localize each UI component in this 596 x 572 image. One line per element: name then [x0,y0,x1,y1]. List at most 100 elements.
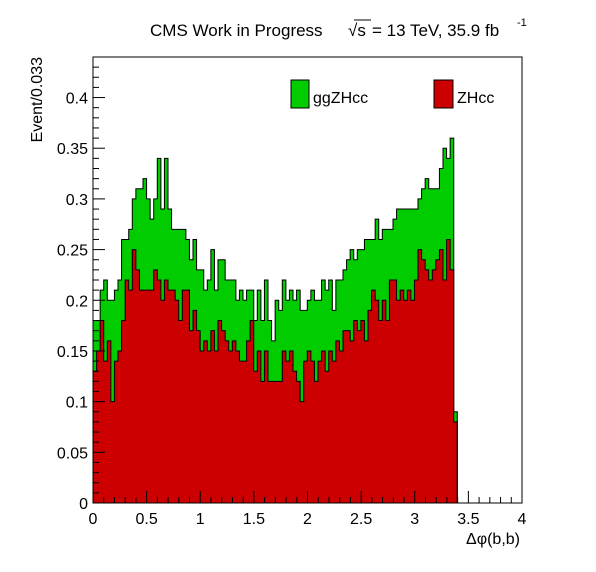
bar-ggzhcc [192,239,197,311]
bar-zhcc [278,381,283,503]
bar-zhcc [378,320,383,503]
bar-ggzhcc [403,209,408,301]
bar-ggzhcc [214,290,219,351]
bar-ggzhcc [346,259,351,331]
x-tick-label: 1 [196,511,205,528]
x-tick-label: 0 [89,511,98,528]
bar-zhcc [128,290,133,503]
bar-ggzhcc [150,219,155,291]
y-tick-label: 0.05 [57,445,88,462]
y-tick-label: 0.1 [66,395,88,412]
bar-ggzhcc [353,259,358,321]
bar-zhcc [435,259,440,503]
energy-lumi-label: = 13 TeV, 35.9 fb [372,21,499,40]
bar-zhcc [267,381,272,503]
bar-zhcc [342,330,347,503]
bar-zhcc [142,290,147,503]
bar-zhcc [250,320,255,503]
bar-zhcc [214,350,219,503]
bar-ggzhcc [410,209,415,301]
bar-zhcc [400,290,405,503]
bar-zhcc [289,350,294,503]
bar-zhcc [203,340,208,503]
bar-ggzhcc [389,229,394,280]
bar-zhcc [292,371,297,503]
bar-ggzhcc [135,188,140,270]
bar-zhcc [153,269,158,503]
bar-zhcc [325,371,330,503]
bar-zhcc [360,320,365,503]
bar-zhcc [392,280,397,503]
bar-ggzhcc [153,198,158,270]
bar-zhcc [160,300,165,503]
y-tick-label: 0.25 [57,243,88,260]
bar-zhcc [371,290,376,503]
bar-ggzhcc [117,280,122,351]
bar-ggzhcc [378,239,383,321]
bar-zhcc [321,350,326,503]
bar-zhcc [442,280,447,503]
bar-zhcc [414,280,419,503]
bar-zhcc [403,300,408,503]
bar-ggzhcc [189,259,194,331]
bar-zhcc [275,381,280,503]
bar-zhcc [264,350,269,503]
bar-ggzhcc [417,198,422,250]
bar-zhcc [189,330,194,503]
bar-zhcc [114,361,119,503]
bar-zhcc [389,280,394,503]
bar-ggzhcc [160,209,165,301]
bar-zhcc [139,290,144,503]
bar-ggzhcc [328,280,333,351]
bar-zhcc [125,280,130,503]
bar-zhcc [200,350,205,503]
bar-zhcc [410,300,415,503]
bar-ggzhcc [125,239,130,280]
bar-ggzhcc [178,229,183,321]
bar-ggzhcc [342,269,347,331]
bar-zhcc [425,269,430,503]
bar-zhcc [221,330,226,503]
bar-ggzhcc [303,310,308,362]
bar-zhcc [421,259,426,503]
y-tick-label: 0.15 [57,344,88,361]
bar-ggzhcc [207,280,212,351]
bar-ggzhcc [310,290,315,362]
bar-zhcc [396,300,401,503]
bar-zhcc [107,340,112,503]
bar-ggzhcc [321,280,326,351]
bar-zhcc [385,320,390,503]
bar-zhcc [178,320,183,503]
bar-ggzhcc [442,148,447,280]
bar-zhcc [132,249,137,503]
y-tick-label: 0.35 [57,141,88,158]
bar-zhcc [367,310,372,503]
bar-zhcc [103,361,108,503]
bar-ggzhcc [157,158,162,280]
bar-ggzhcc [435,188,440,260]
bar-zhcc [96,350,101,503]
bar-zhcc [285,361,290,503]
plot-area: 0 0.5 1 1.5 2 2.5 3 3.5 4 0 0.05 0.1 0.15 0.2 0.25 0.3 0… [57,56,527,528]
bar-ggzhcc [375,219,380,301]
bar-zhcc [303,361,308,503]
bar-zhcc [307,350,312,503]
bar-ggzhcc [317,300,322,362]
bar-zhcc [121,320,126,503]
bar-zhcc [350,340,355,503]
y-tick-label: 0 [79,496,88,513]
bar-ggzhcc [132,198,137,250]
bar-zhcc [150,290,155,503]
bar-ggzhcc [357,249,362,331]
bar-zhcc [453,421,458,503]
bar-zhcc [100,320,105,503]
bar-zhcc [257,350,262,503]
bar-ggzhcc [371,239,376,291]
y-tick-label: 0.4 [66,91,88,108]
x-tick-label: 3.5 [457,511,479,528]
bar-zhcc [339,350,344,503]
bar-zhcc [310,361,315,503]
bar-zhcc [157,280,162,503]
bar-zhcc [210,330,215,503]
